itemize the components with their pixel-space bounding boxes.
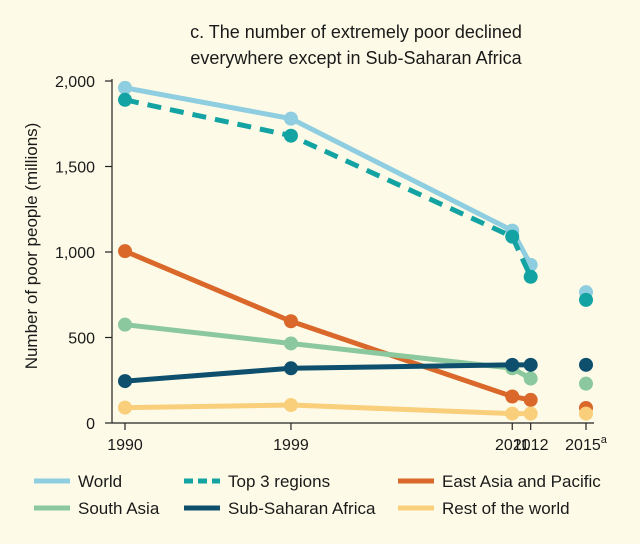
data-point [523, 269, 538, 284]
data-point [505, 406, 520, 421]
series-line [124, 248, 532, 403]
x-tick-label: 2012 [513, 437, 549, 454]
data-point [118, 317, 132, 332]
legend-label: Rest of the world [442, 499, 570, 518]
legend-label: East Asia and Pacific [442, 472, 601, 491]
legend-item: World [34, 472, 122, 491]
legend-item: South Asia [34, 499, 160, 518]
series-rest-of-the-world [118, 398, 593, 421]
series-line [124, 362, 531, 384]
series-line [124, 85, 533, 267]
data-point [283, 111, 298, 126]
projection-point [579, 376, 593, 391]
y-tick-label: 1,500 [55, 160, 95, 177]
legend-item: Rest of the world [398, 499, 570, 518]
series-east-asia-and-pacific [118, 244, 593, 415]
chart-title-line-1: c. The number of extremely poor declined [190, 22, 522, 42]
x-tick-label: 1999 [273, 437, 309, 454]
data-point [118, 92, 132, 107]
data-point [283, 314, 298, 329]
y-tick-label: 0 [86, 416, 95, 433]
legend-label: Sub-Saharan Africa [228, 499, 376, 518]
data-point [118, 244, 132, 259]
legend: World Top 3 regions East Asia and Pacific S… [34, 472, 601, 518]
data-point [283, 361, 298, 376]
series-top-3-regions [118, 92, 593, 307]
data-point [283, 398, 298, 413]
legend-label: World [78, 472, 122, 491]
data-point [523, 371, 538, 386]
series-group [118, 80, 593, 421]
x-tick-label: 2015a [565, 434, 608, 454]
x-tick-label: 1990 [107, 437, 143, 454]
series-world [118, 80, 593, 300]
chart-title-line-2: everywhere except in Sub-Saharan Africa [190, 48, 522, 68]
y-tick-label: 1,000 [55, 245, 95, 262]
y-tick-label: 500 [68, 331, 95, 348]
y-axis-title: Number of poor people (millions) [22, 123, 41, 370]
legend-label: Top 3 regions [228, 472, 330, 491]
projection-point [579, 357, 593, 372]
data-point [523, 392, 538, 407]
series-sub-saharan-africa [118, 357, 593, 389]
y-tick-label: 2,000 [55, 74, 95, 91]
legend-label: South Asia [78, 499, 160, 518]
data-point [505, 229, 520, 244]
data-point [283, 128, 298, 143]
legend-item: East Asia and Pacific [398, 472, 601, 491]
data-point [118, 400, 132, 415]
data-point [118, 374, 132, 389]
series-south-asia [118, 317, 593, 391]
data-point [523, 406, 538, 421]
projection-point [579, 406, 593, 421]
data-point [523, 357, 538, 372]
x-tick-label: 2011 [495, 437, 530, 454]
legend-item: Top 3 regions [184, 472, 330, 491]
projection-point [579, 292, 593, 307]
series-line [124, 97, 533, 278]
data-point [505, 357, 520, 372]
data-point [283, 336, 298, 351]
data-point [118, 80, 132, 95]
series-line [124, 322, 532, 381]
series-line [124, 402, 531, 417]
legend-item: Sub-Saharan Africa [184, 499, 376, 518]
data-point [505, 389, 520, 404]
